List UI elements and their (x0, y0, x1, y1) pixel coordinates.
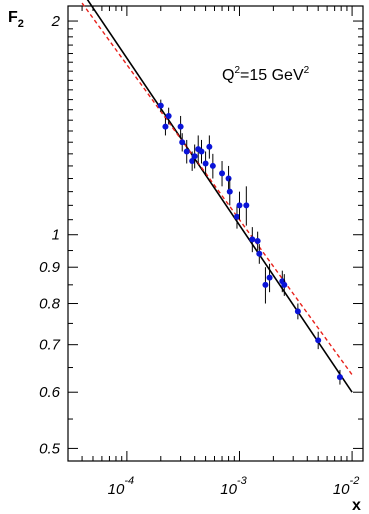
data-point (256, 250, 263, 257)
q2-annotation-sup1: 2 (234, 65, 240, 76)
data-point (165, 112, 172, 119)
data-point (209, 162, 216, 169)
y-tick-label: 2 (51, 13, 61, 30)
fit-line-dashed (81, 2, 353, 376)
x-tick-label-base: 10 (333, 481, 350, 498)
data-point (226, 188, 233, 195)
x-tick-label-exp: -4 (124, 475, 134, 487)
q2-annotation-q: Q (222, 67, 234, 84)
x-tick-label: 10-2 (333, 475, 359, 498)
q2-annotation-sup2: 2 (304, 65, 310, 76)
fit-lines (81, 0, 353, 393)
data-point (219, 170, 226, 177)
x-tick-label-exp: -3 (237, 475, 248, 487)
y-tick-label: 0.9 (39, 259, 61, 276)
data-points (157, 99, 343, 385)
data-point (206, 143, 213, 150)
y-axis-title-main: F (8, 9, 18, 26)
x-tick-label-base: 10 (220, 481, 237, 498)
y-tick-label: 0.5 (39, 440, 61, 457)
data-point (177, 123, 184, 130)
y-tick-label: 0.8 (39, 296, 61, 313)
y-tick-labels: 0.5 0.6 0.7 0.8 0.9 1 2 (39, 13, 61, 457)
data-point (189, 158, 196, 165)
x-tick-label-exp: -2 (350, 475, 360, 487)
data-point (294, 308, 301, 315)
x-axis-title: x (352, 497, 361, 514)
data-point (243, 202, 250, 209)
y-axis-title-sub: 2 (18, 18, 24, 30)
q2-annotation: Q2=15 GeV2 (222, 65, 310, 84)
y-tick-label: 0.6 (39, 384, 61, 401)
data-point (198, 148, 205, 155)
data-point (183, 148, 190, 155)
data-point (191, 153, 198, 160)
y-axis-title: F2 (8, 9, 24, 30)
plot-frame (67, 5, 364, 462)
data-point (281, 281, 288, 288)
q2-annotation-mid: =15 GeV (240, 67, 304, 84)
data-point (236, 202, 243, 209)
data-point (254, 237, 261, 244)
y-tick-label: 1 (52, 227, 60, 244)
data-point (225, 175, 232, 182)
y-tick-label: 0.7 (39, 337, 61, 354)
fit-line-solid (86, 0, 353, 393)
x-tick-label: 10-3 (220, 475, 247, 498)
x-tick-label-base: 10 (108, 481, 125, 498)
x-tick-labels: 10-4 10-3 10-2 (108, 475, 360, 498)
data-point (233, 213, 240, 220)
data-point (249, 236, 256, 243)
data-point (266, 274, 273, 281)
data-point (162, 123, 169, 130)
axis-ticks (67, 6, 363, 461)
data-point (202, 160, 209, 167)
data-point (262, 281, 269, 288)
data-point (315, 337, 322, 344)
x-tick-label: 10-4 (108, 475, 134, 498)
data-point (336, 374, 343, 381)
data-point (157, 102, 164, 109)
data-point (179, 139, 186, 146)
